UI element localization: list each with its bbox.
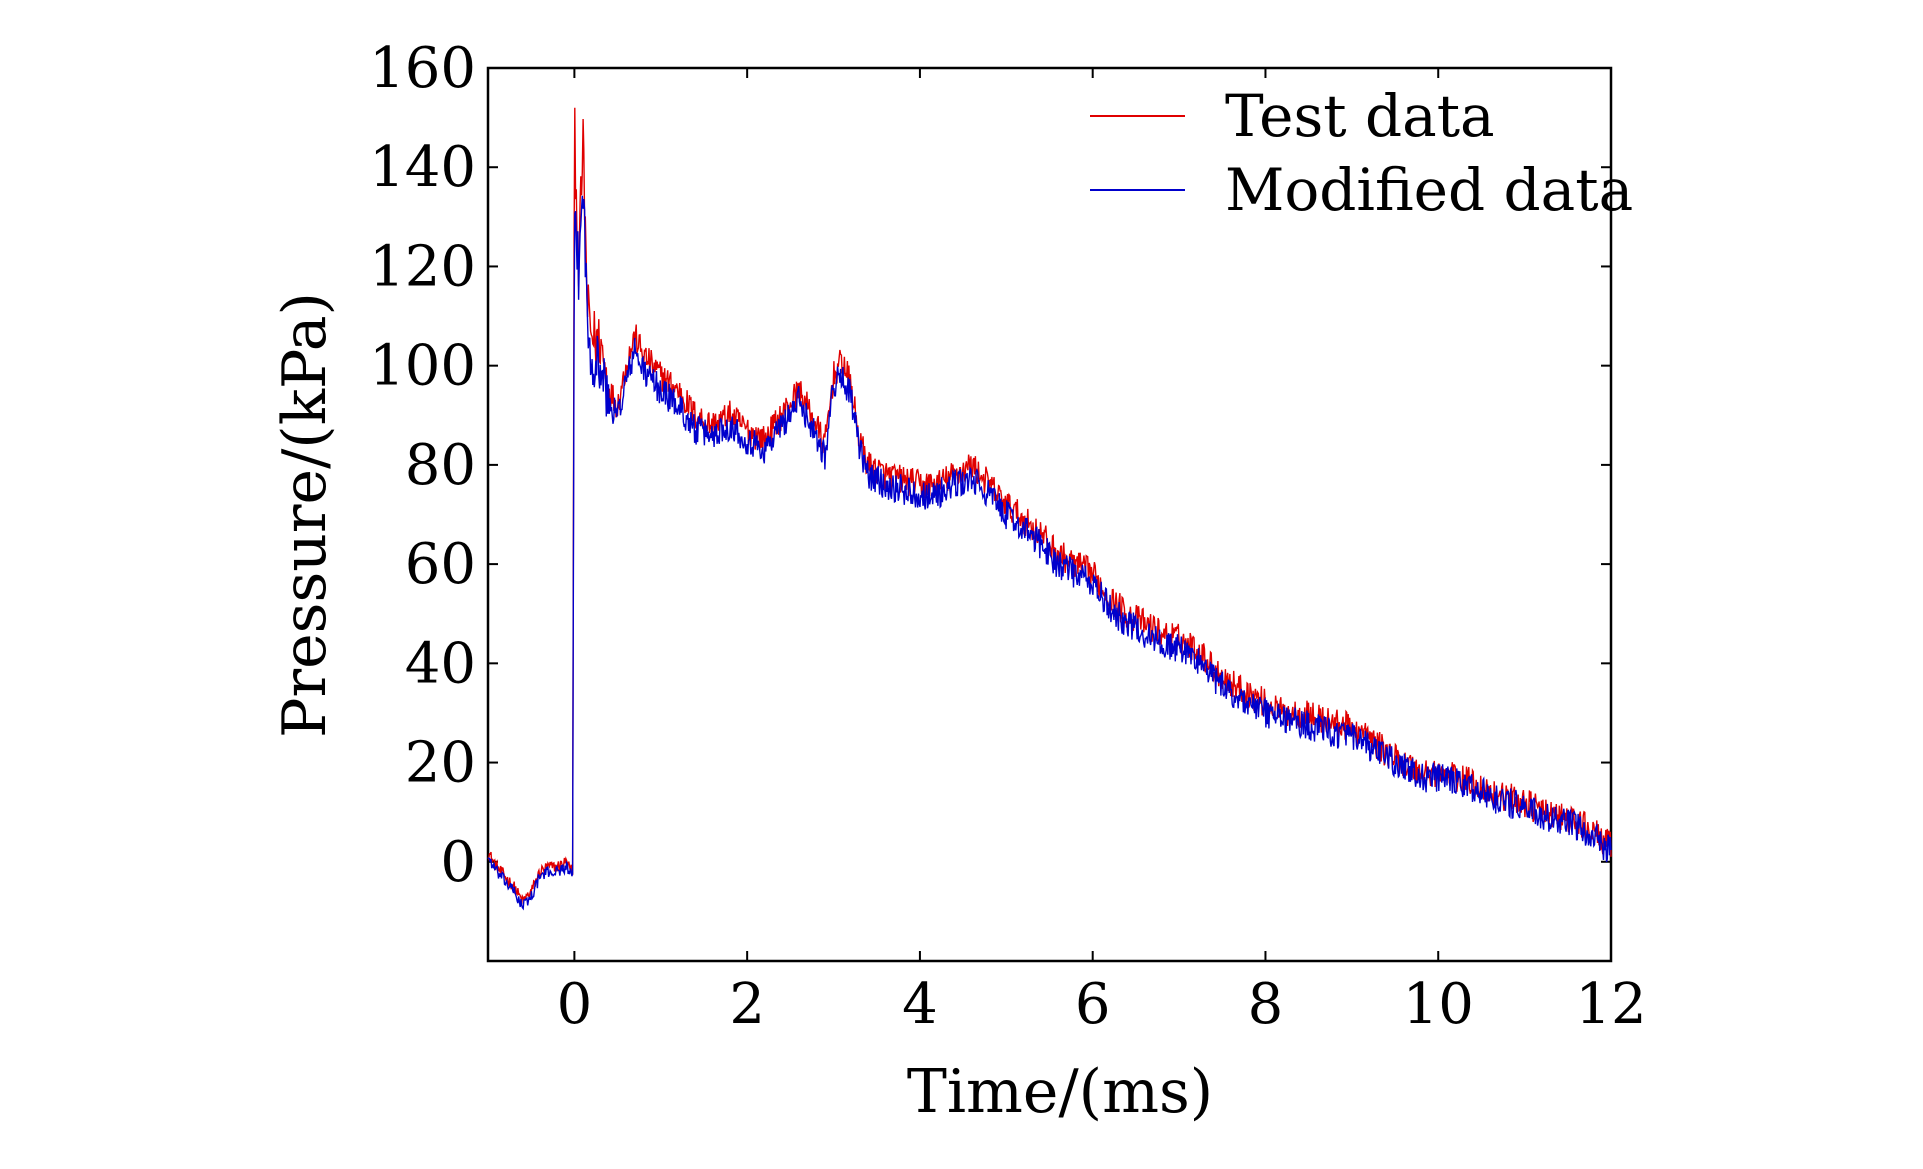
y-tick-label: 0 xyxy=(440,830,476,895)
y-tick-label: 20 xyxy=(405,731,476,796)
x-tick-label: 4 xyxy=(902,972,938,1037)
y-tick-label: 40 xyxy=(405,631,476,696)
series-line-test-data xyxy=(487,107,1612,905)
x-tick-label: 0 xyxy=(557,972,593,1037)
y-tick-label: 80 xyxy=(405,433,476,498)
legend: Test data Modified data xyxy=(1090,82,1633,224)
x-tick-label: 12 xyxy=(1575,972,1646,1037)
x-tick-label: 2 xyxy=(729,972,765,1037)
series-line-modified-data xyxy=(487,195,1612,911)
y-tick-label: 160 xyxy=(369,36,476,101)
y-axis-label: Pressure/(kPa) xyxy=(270,292,340,738)
x-tick-label: 10 xyxy=(1403,972,1474,1037)
y-tick-label: 120 xyxy=(369,234,476,299)
series-lines xyxy=(487,107,1612,911)
x-tick-label: 8 xyxy=(1248,972,1284,1037)
x-tick-label: 6 xyxy=(1075,972,1111,1037)
legend-label-test-data: Test data xyxy=(1225,82,1495,150)
y-tick-label: 60 xyxy=(405,532,476,597)
y-tick-label: 140 xyxy=(369,135,476,200)
legend-label-modified-data: Modified data xyxy=(1225,156,1633,224)
plot-frame xyxy=(486,66,1613,963)
x-axis-label: Time/(ms) xyxy=(907,1057,1213,1127)
y-tick-label: 100 xyxy=(369,334,476,399)
